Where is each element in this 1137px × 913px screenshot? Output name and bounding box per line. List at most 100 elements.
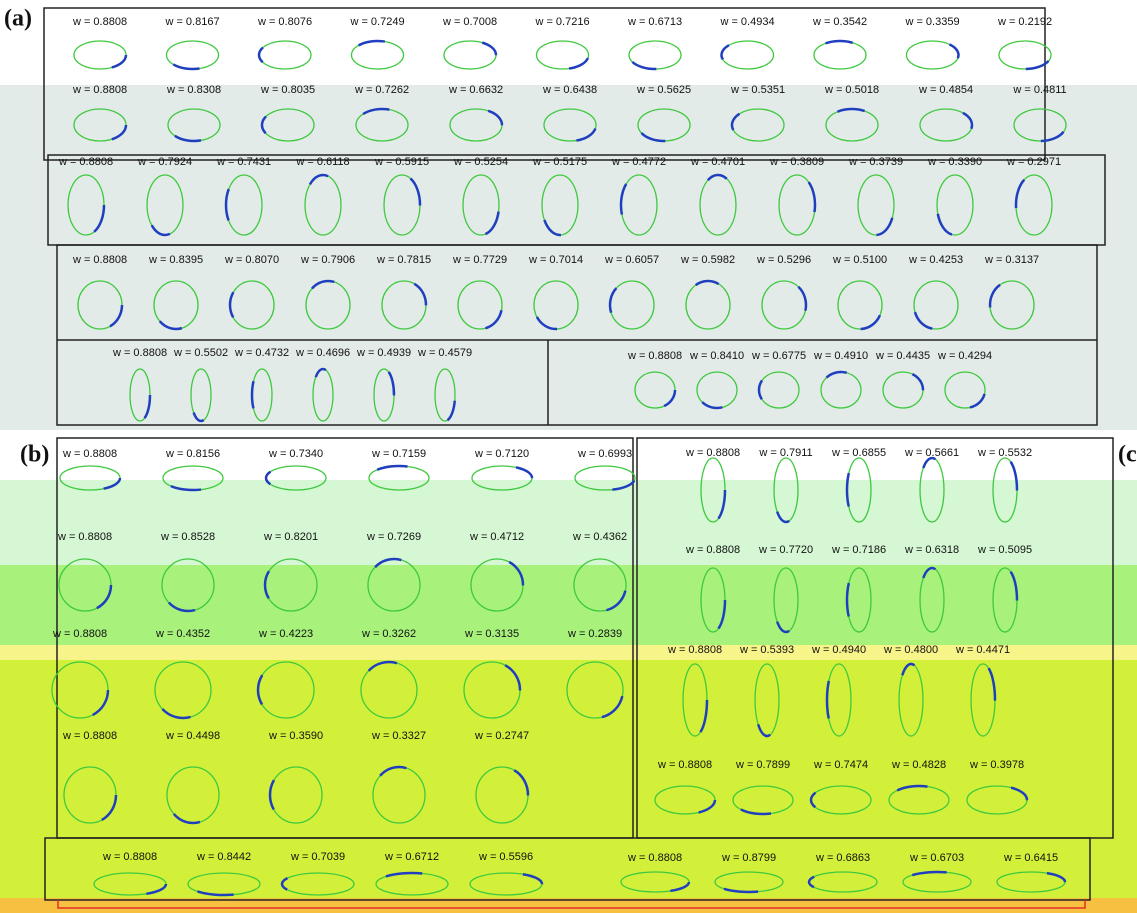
weight-label: w = 0.3739 — [848, 156, 903, 168]
weight-label: w = 0.6993 — [577, 448, 632, 460]
weight-label: w = 0.7906 — [300, 254, 355, 266]
weight-label: w = 0.4294 — [937, 350, 992, 362]
weight-label: w = 0.7340 — [268, 448, 323, 460]
weight-label: w = 0.8035 — [260, 84, 315, 96]
weight-label: w = 0.7120 — [474, 448, 529, 460]
weight-label: w = 0.7269 — [366, 531, 421, 543]
weight-label: w = 0.7039 — [290, 851, 345, 863]
weight-label: w = 0.8808 — [52, 628, 107, 640]
weight-label: w = 0.8808 — [62, 730, 117, 742]
weight-label: w = 0.3542 — [812, 16, 867, 28]
weight-label: w = 0.4940 — [811, 644, 866, 656]
weight-label: w = 0.8808 — [657, 759, 712, 771]
weight-label: w = 0.5100 — [832, 254, 887, 266]
weight-label: w = 0.3978 — [969, 759, 1024, 771]
weight-label: w = 0.3809 — [769, 156, 824, 168]
weight-label: w = 0.7899 — [735, 759, 790, 771]
weight-label: w = 0.4732 — [234, 347, 289, 359]
weight-label: w = 0.8308 — [166, 84, 221, 96]
weight-label: w = 0.6057 — [604, 254, 659, 266]
weight-label: w = 0.4498 — [165, 730, 220, 742]
weight-label: w = 0.6775 — [751, 350, 806, 362]
weight-label: w = 0.6703 — [909, 852, 964, 864]
weight-label: w = 0.6415 — [1003, 852, 1058, 864]
weight-label: w = 0.8808 — [72, 254, 127, 266]
weight-label: w = 0.3390 — [927, 156, 982, 168]
weight-label: w = 0.6318 — [904, 544, 959, 556]
shape-part — [482, 43, 496, 56]
weight-label: w = 0.8808 — [685, 544, 740, 556]
weight-label: w = 0.7249 — [349, 16, 404, 28]
shape-part — [173, 64, 199, 69]
weight-label: w = 0.2839 — [567, 628, 622, 640]
weight-label: w = 0.8528 — [160, 531, 215, 543]
weight-label: w = 0.4579 — [417, 347, 472, 359]
shape-part — [112, 55, 126, 67]
shape-part — [516, 467, 532, 478]
shape-outline — [259, 41, 311, 69]
weight-label: w = 0.7159 — [371, 448, 426, 460]
weight-label: w = 0.8808 — [57, 531, 112, 543]
weight-label: w = 0.5532 — [977, 447, 1032, 459]
weight-label: w = 0.5625 — [636, 84, 691, 96]
weight-label: w = 0.7008 — [442, 16, 497, 28]
weight-label: w = 0.2192 — [997, 16, 1052, 28]
shape-outline — [814, 41, 866, 69]
shape-part — [825, 41, 852, 43]
weight-label: w = 0.8808 — [102, 851, 157, 863]
weight-label: w = 0.2747 — [474, 730, 529, 742]
weight-label: w = 0.8808 — [58, 156, 113, 168]
weight-label: w = 0.5018 — [824, 84, 879, 96]
weight-label: w = 0.3590 — [268, 730, 323, 742]
weight-label: w = 0.7262 — [354, 84, 409, 96]
weight-label: w = 0.7216 — [534, 16, 589, 28]
weight-label: w = 0.5095 — [977, 544, 1032, 556]
weight-label: w = 0.8410 — [689, 350, 744, 362]
weight-label: w = 0.6855 — [831, 447, 886, 459]
weight-label: w = 0.8808 — [72, 84, 127, 96]
weight-label: w = 0.5351 — [730, 84, 785, 96]
weight-label: w = 0.8808 — [627, 350, 682, 362]
weight-label: w = 0.7431 — [216, 156, 271, 168]
weight-label: w = 0.7815 — [376, 254, 431, 266]
weight-label: w = 0.8442 — [196, 851, 251, 863]
weight-label: w = 0.7720 — [758, 544, 813, 556]
shape-part — [359, 41, 385, 45]
weight-label: w = 0.8076 — [257, 16, 312, 28]
weight-label: w = 0.4772 — [611, 156, 666, 168]
weight-label: w = 0.4362 — [572, 531, 627, 543]
weight-label: w = 0.7924 — [137, 156, 192, 168]
panel-label: (b) — [20, 442, 49, 468]
weight-label: w = 0.7014 — [528, 254, 583, 266]
weight-label: w = 0.7474 — [813, 759, 868, 771]
weight-label: w = 0.8167 — [164, 16, 219, 28]
weight-label: w = 0.4352 — [155, 628, 210, 640]
weight-label: w = 0.5596 — [478, 851, 533, 863]
weight-label: w = 0.8808 — [627, 852, 682, 864]
shape-part — [259, 48, 263, 63]
weight-label: w = 0.8808 — [667, 644, 722, 656]
weight-label: w = 0.5393 — [739, 644, 794, 656]
weight-label: w = 0.4712 — [469, 531, 524, 543]
weight-label: w = 0.6712 — [384, 851, 439, 863]
panel-label: (c — [1118, 442, 1137, 468]
figure: (a) (b) (c w = 0.8808 w = 0.8167 w = 0.807… — [0, 0, 1137, 913]
weight-label: w = 0.8808 — [72, 16, 127, 28]
weight-label: w = 0.4828 — [891, 759, 946, 771]
weight-label: w = 0.6438 — [542, 84, 597, 96]
shape-part — [923, 458, 935, 468]
weight-label: w = 0.4934 — [719, 16, 774, 28]
weight-label: w = 0.5502 — [173, 347, 228, 359]
weight-label: w = 0.4939 — [356, 347, 411, 359]
weight-label: w = 0.2971 — [1006, 156, 1061, 168]
weight-label: w = 0.3327 — [371, 730, 426, 742]
weight-label: w = 0.4701 — [690, 156, 745, 168]
weight-label: w = 0.4800 — [883, 644, 938, 656]
weight-label: w = 0.3137 — [984, 254, 1039, 266]
weight-label: w = 0.4910 — [813, 350, 868, 362]
weight-label: w = 0.4696 — [295, 347, 350, 359]
panel-label: (a) — [4, 6, 32, 32]
weight-label: w = 0.8070 — [224, 254, 279, 266]
weight-label: w = 0.8799 — [721, 852, 776, 864]
weight-label: w = 0.6863 — [815, 852, 870, 864]
